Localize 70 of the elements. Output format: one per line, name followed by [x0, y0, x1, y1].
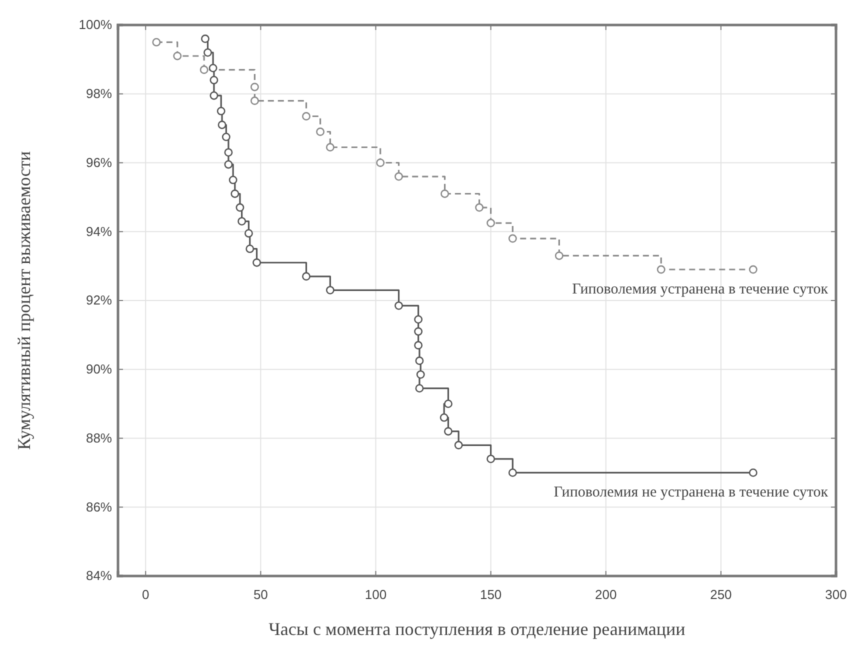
point — [204, 48, 212, 57]
y-tick-label: 100% — [78, 17, 112, 32]
point — [250, 82, 259, 92]
series-label: Гиповолемия устранена в течение суток — [572, 282, 829, 298]
point — [414, 341, 423, 350]
point — [228, 176, 238, 184]
point — [250, 96, 259, 105]
point — [236, 203, 244, 212]
point — [302, 272, 310, 281]
x-tick-label: 300 — [825, 587, 847, 602]
point — [444, 427, 452, 436]
x-tick-label: 250 — [710, 587, 732, 602]
x-tick-label: 200 — [595, 587, 617, 602]
point — [216, 106, 226, 116]
point — [508, 468, 517, 477]
point — [414, 327, 423, 336]
x-axis-title: Часы с момента поступления в отделение реанимации — [268, 619, 686, 639]
y-tick-label: 92% — [86, 292, 112, 308]
point — [152, 38, 161, 46]
point — [748, 265, 758, 274]
point — [230, 190, 240, 198]
point — [508, 234, 517, 243]
point — [200, 66, 208, 74]
point — [326, 286, 334, 294]
y-tick-label: 94% — [86, 224, 112, 239]
point — [486, 454, 496, 464]
point — [252, 258, 261, 267]
point — [416, 370, 425, 379]
point — [326, 143, 334, 152]
x-tick-label: 50 — [253, 587, 268, 602]
point — [173, 52, 182, 60]
y-tick-label: 98% — [86, 86, 112, 102]
point — [440, 413, 448, 422]
point — [475, 203, 484, 212]
point — [210, 76, 218, 84]
point — [415, 384, 424, 393]
x-tick-label: 100 — [364, 587, 387, 602]
y-tick-label: 86% — [86, 499, 112, 514]
y-axis-title: Кумулятивный процент выживаемости — [14, 150, 34, 450]
x-tick-label: 150 — [480, 587, 502, 602]
point — [244, 229, 253, 238]
x-tick-label: 0 — [142, 587, 150, 602]
point — [222, 132, 230, 142]
point — [656, 265, 666, 274]
point — [415, 356, 424, 365]
point — [224, 160, 233, 169]
point — [238, 217, 246, 226]
y-tick-label: 88% — [86, 430, 112, 446]
point — [316, 128, 324, 136]
point — [454, 440, 463, 450]
point — [224, 148, 233, 157]
point — [440, 190, 449, 198]
point — [444, 400, 452, 408]
point — [210, 91, 218, 100]
y-tick-label: 90% — [86, 362, 112, 377]
point — [246, 244, 254, 254]
point — [554, 252, 564, 260]
point — [376, 158, 385, 167]
y-tick-label: 84% — [86, 568, 112, 584]
point — [208, 64, 218, 72]
point — [201, 34, 210, 43]
point — [218, 120, 226, 130]
point — [302, 112, 310, 120]
point — [748, 468, 758, 477]
point — [486, 218, 496, 228]
series-label: Гиповолемия не устранена в течение суток — [554, 484, 829, 501]
point — [394, 172, 403, 181]
point — [414, 315, 423, 324]
y-tick-label: 96% — [86, 154, 112, 170]
point — [394, 301, 403, 310]
